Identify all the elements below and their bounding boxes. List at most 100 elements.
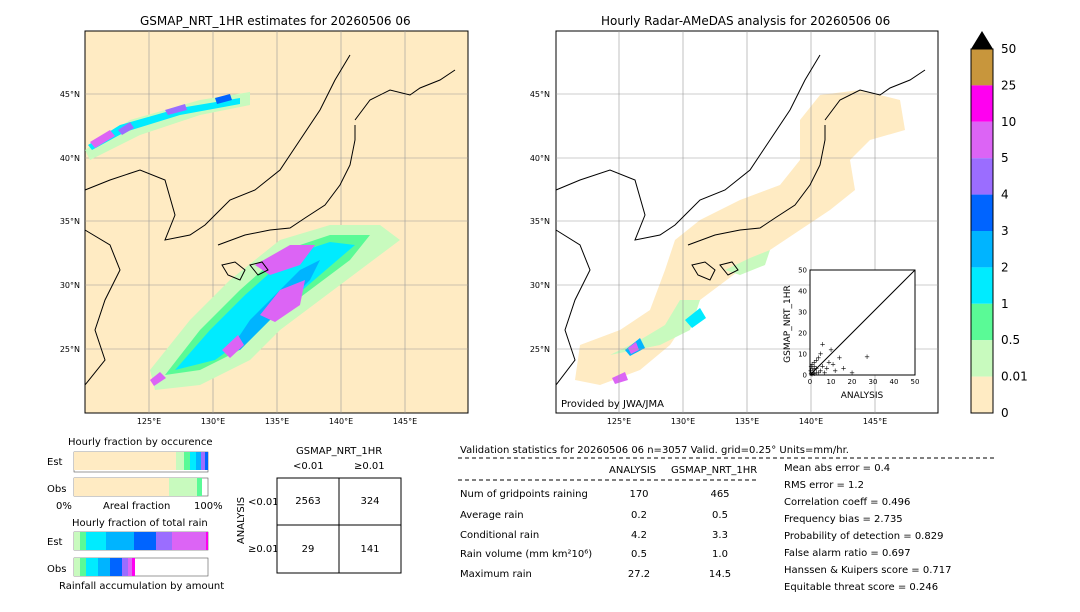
colorbar-outline xyxy=(970,48,994,414)
scatter-points: ++++++++++++++++++++++++++++++ xyxy=(808,341,870,379)
left-lat-label: 45°N xyxy=(60,90,80,99)
scatter-ytick: 30 xyxy=(798,309,807,317)
contingency-cell: 2563 xyxy=(295,496,321,507)
contingency-side-label: ANALYSIS xyxy=(236,496,248,545)
colorbar-arrow xyxy=(971,31,993,49)
validation-row-analysis: 27.2 xyxy=(627,569,651,580)
validation-row-label: Rain volume (mm km²10⁶) xyxy=(460,549,593,560)
validation-row-analysis: 170 xyxy=(629,489,649,500)
colorbar-label: 5 xyxy=(1001,151,1009,165)
scatter-point: + xyxy=(808,370,814,378)
validation-row-label: Conditional rain xyxy=(460,530,540,541)
colorbar-labels: 50 25 10 5 4 3 2 1 0.5 0.01 0 xyxy=(1001,42,1028,420)
scatter-point: + xyxy=(809,371,815,379)
scatter-point: + xyxy=(818,350,824,358)
validation-row-gsmap: 1.0 xyxy=(712,549,728,560)
validation-row-analysis: 4.2 xyxy=(631,530,647,541)
occurrence-title: Hourly fraction by occurence xyxy=(68,437,213,448)
colorbar-label: 1 xyxy=(1001,297,1009,311)
score-mean-abs-error: Mean abs error = 0.4 xyxy=(784,463,891,474)
left-lon-label: 145°E xyxy=(393,417,417,426)
scatter-xtick: 50 xyxy=(911,378,920,386)
colorbar-swatches xyxy=(971,49,993,413)
scatter-ticks: 00 10 10 20 20 30 30 40 40 50 50 xyxy=(798,267,919,387)
left-map-coast xyxy=(84,54,456,386)
score-rms-error: RMS error = 1.2 xyxy=(784,480,864,491)
scatter-point: + xyxy=(822,369,828,377)
left-map-frame xyxy=(84,30,469,414)
total-rain-obs-label: Obs xyxy=(47,564,67,575)
right-lon-label: 130°E xyxy=(671,417,695,426)
scatter-inset: ++++++++++++++++++++++++++++++ 00 10 10 20 2… xyxy=(783,267,919,402)
left-lon-label: 125°E xyxy=(137,417,161,426)
score-frequency-bias: Frequency bias = 2.735 xyxy=(784,514,903,525)
left-lat-label: 30°N xyxy=(60,281,80,290)
scatter-point: + xyxy=(815,354,821,362)
colorbar-swatch xyxy=(971,376,993,413)
contingency-cell: 324 xyxy=(360,496,380,507)
right-lon-label: 140°E xyxy=(799,417,823,426)
occurrence-xtick-0: 0% xyxy=(56,501,72,512)
total-rain-est-label: Est xyxy=(47,537,63,548)
total-rain-title: Hourly fraction of total rain xyxy=(72,518,208,529)
colorbar-swatch xyxy=(971,267,993,304)
colorbar-swatch xyxy=(971,85,993,122)
left-lon-label: 135°E xyxy=(265,417,289,426)
validation-row-gsmap: 0.5 xyxy=(712,510,728,521)
left-lon-label: 140°E xyxy=(329,417,353,426)
scatter-point: + xyxy=(813,356,819,364)
colorbar-swatch xyxy=(971,340,993,377)
colorbar-swatch xyxy=(971,158,993,195)
right-lon-label: 125°E xyxy=(607,417,631,426)
total-rain-xlabel: Rainfall accumulation by amount xyxy=(59,581,225,592)
validation-row-label: Maximum rain xyxy=(460,569,532,580)
scatter-ytick: 40 xyxy=(798,288,807,296)
validation-col-rule xyxy=(458,479,756,481)
right-lon-label: 135°E xyxy=(735,417,759,426)
right-lon-label: 145°E xyxy=(863,417,887,426)
occurrence-est-label: Est xyxy=(47,457,63,468)
scatter-point: + xyxy=(826,358,832,366)
right-lat-label: 25°N xyxy=(530,345,550,354)
right-map-title: Hourly Radar-AMeDAS analysis for 2026050… xyxy=(601,14,891,28)
colorbar-label: 25 xyxy=(1001,78,1016,92)
validation-row-label: Num of gridpoints raining xyxy=(460,489,588,500)
score-pod: Probability of detection = 0.829 xyxy=(784,531,944,542)
scatter-ytick: 10 xyxy=(798,351,807,359)
scatter-ytick: 50 xyxy=(798,267,807,275)
scatter-point: + xyxy=(813,365,819,373)
left-lat-label: 40°N xyxy=(60,154,80,163)
colorbar: 50 25 10 5 4 3 2 1 0.5 0.01 0 xyxy=(970,31,1028,420)
scatter-point: + xyxy=(830,361,836,369)
colorbar-label: 10 xyxy=(1001,115,1016,129)
scatter-point: + xyxy=(820,341,826,349)
scatter-xtick: 10 xyxy=(827,378,836,386)
scatter-point: + xyxy=(811,366,817,374)
scatter-ytick: 20 xyxy=(798,330,807,338)
contingency-row-lt: <0.01 xyxy=(248,497,279,508)
contingency-row-ge: ≥0.01 xyxy=(248,544,279,555)
scatter-point: + xyxy=(809,365,815,373)
occurrence-bars xyxy=(73,451,209,497)
colorbar-swatch xyxy=(971,231,993,268)
contingency-grid xyxy=(276,477,402,574)
scatter-xtick: 0 xyxy=(808,378,812,386)
scatter-ytick: 0 xyxy=(803,372,807,380)
validation-row-gsmap: 465 xyxy=(710,489,730,500)
scatter-point: + xyxy=(832,367,838,375)
occurrence-bar-est-dry xyxy=(74,452,176,470)
validation-header: Validation statistics for 20260506 06 n=… xyxy=(460,445,849,456)
colorbar-label: 2 xyxy=(1001,260,1009,274)
right-map-coverage xyxy=(575,90,905,385)
validation-row-analysis: 0.2 xyxy=(631,510,647,521)
colorbar-label: 50 xyxy=(1001,42,1016,56)
validation-col-gsmap: GSMAP_NRT_1HR xyxy=(671,465,758,476)
scatter-point: + xyxy=(864,353,870,361)
scatter-point: + xyxy=(809,361,815,369)
occurrence-bar-obs-dry xyxy=(74,478,169,496)
left-map-title: GSMAP_NRT_1HR estimates for 20260506 06 xyxy=(140,14,411,28)
scatter-point: + xyxy=(811,358,817,366)
score-hk: Hanssen & Kuipers score = 0.717 xyxy=(784,565,952,576)
left-map: 45°N 40°N 35°N 30°N 25°N 125°E 130°E 135… xyxy=(60,30,469,426)
validation-col-analysis: ANALYSIS xyxy=(609,465,657,476)
